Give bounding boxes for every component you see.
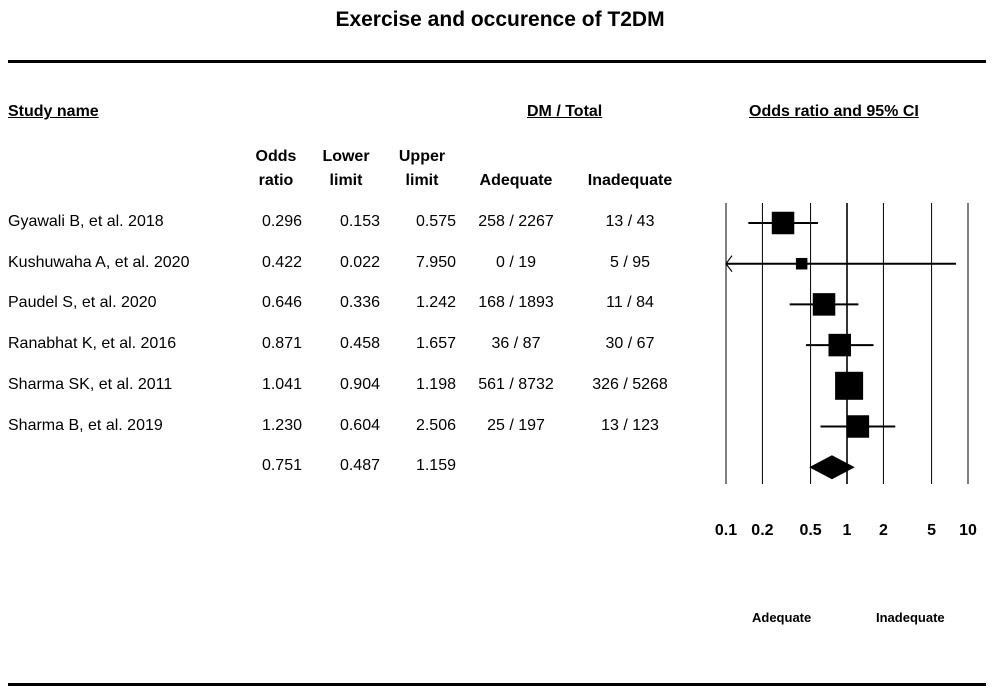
favours-right-label: Inadequate	[876, 610, 945, 625]
study-name-header: Study name	[8, 103, 99, 120]
odds-ratio-header: Odds ratio	[255, 148, 297, 189]
study-marker	[828, 333, 851, 357]
top-rule	[8, 60, 986, 63]
study-name: Sharma SK, et al. 2011	[8, 375, 173, 393]
study-odds-ratio: 0.646	[261, 294, 302, 312]
study-name: Kushuwaha A, et al. 2020	[8, 253, 190, 271]
x-tick-label: 0.5	[799, 522, 822, 539]
study-lower-limit: 0.904	[339, 375, 380, 393]
study-inadequate: 5 / 95	[609, 253, 651, 271]
study-adequate: 258 / 2267	[478, 213, 554, 230]
study-marker	[812, 293, 836, 316]
study-lower-limit: 0.336	[339, 294, 380, 312]
study-adequate: 0 / 19	[495, 253, 537, 271]
study-inadequate: 11 / 84	[606, 294, 654, 312]
bottom-rule	[8, 683, 986, 686]
ci-arrow	[725, 255, 733, 273]
study-odds-ratio: 1.041	[261, 375, 302, 393]
plot-header: Odds ratio and 95% CI	[749, 103, 919, 120]
study-inadequate: 13 / 123	[601, 416, 659, 434]
study-upper-limit: 7.950	[415, 253, 456, 271]
x-tick-label: 5	[927, 522, 937, 539]
summary-diamond	[809, 455, 855, 480]
lower-limit-header: Lower limit	[322, 148, 370, 189]
study-name: Gyawali B, et al. 2018	[8, 213, 164, 230]
summary-upper-limit: 1.159	[415, 457, 456, 475]
study-marker	[795, 257, 808, 270]
x-tick-label: 0.1	[714, 522, 738, 539]
study-adequate: 561 / 8732	[478, 375, 554, 393]
study-lower-limit: 0.604	[339, 416, 380, 434]
study-inadequate: 30 / 67	[605, 335, 655, 353]
x-tick-label: 10	[959, 522, 977, 539]
upper-limit-header: Upper limit	[398, 148, 446, 189]
x-tick-label: 0.2	[751, 522, 774, 539]
study-inadequate: 326 / 5268	[592, 375, 668, 393]
study-marker	[846, 415, 870, 438]
study-adequate: 25 / 197	[487, 416, 545, 434]
group-header: DM / Total	[527, 103, 603, 120]
study-upper-limit: 2.506	[415, 416, 456, 434]
study-name: Ranabhat K, et al. 2016	[8, 335, 177, 353]
adequate-header: Adequate	[479, 172, 553, 189]
study-odds-ratio: 1.230	[261, 416, 302, 434]
favours-left-label: Adequate	[752, 610, 812, 625]
study-marker	[771, 211, 795, 235]
chart-title: Exercise and occurence of T2DM	[335, 8, 665, 31]
study-odds-ratio: 0.422	[261, 253, 302, 271]
study-lower-limit: 0.022	[339, 253, 380, 271]
study-name: Paudel S, et al. 2020	[8, 294, 157, 312]
study-marker	[835, 371, 864, 400]
study-upper-limit: 1.242	[415, 294, 456, 312]
study-upper-limit: 0.575	[415, 213, 456, 230]
study-odds-ratio: 0.871	[261, 335, 302, 353]
study-lower-limit: 0.153	[339, 213, 380, 230]
study-upper-limit: 1.657	[415, 335, 456, 353]
inadequate-header: Inadequate	[587, 172, 673, 189]
study-inadequate: 13 / 43	[605, 213, 655, 230]
study-lower-limit: 0.458	[339, 335, 380, 353]
study-odds-ratio: 0.296	[261, 213, 302, 230]
study-name: Sharma B, et al. 2019	[8, 416, 163, 434]
study-adequate: 168 / 1893	[478, 294, 554, 312]
summary-odds-ratio: 0.751	[261, 457, 302, 475]
x-tick-label: 2	[878, 522, 888, 539]
x-tick-label: 1	[842, 522, 852, 539]
study-adequate: 36 / 87	[491, 335, 541, 353]
summary-lower-limit: 0.487	[339, 457, 380, 475]
study-upper-limit: 1.198	[415, 375, 456, 393]
